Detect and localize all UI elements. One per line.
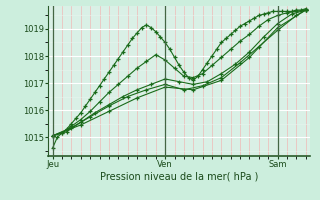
X-axis label: Pression niveau de la mer( hPa ): Pression niveau de la mer( hPa ) <box>100 172 258 182</box>
